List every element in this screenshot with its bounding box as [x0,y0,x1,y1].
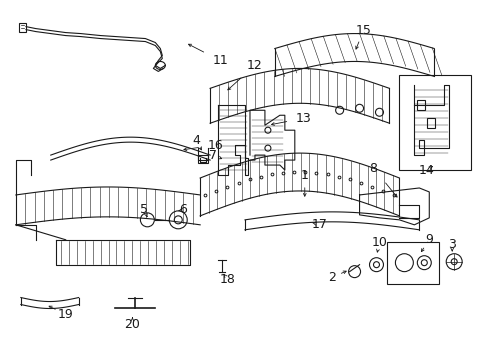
Text: 12: 12 [246,59,262,72]
Text: 10: 10 [371,236,386,249]
Bar [386,242,438,284]
Text: 15: 15 [355,24,371,37]
Text: 8: 8 [369,162,377,175]
Text: 19: 19 [58,308,73,321]
Bar [416,100,425,110]
Text: 3: 3 [447,238,455,251]
Text: 14: 14 [418,163,433,176]
Text: 20: 20 [124,318,140,331]
Bar [198,155,208,163]
Text: 6: 6 [179,203,187,216]
Text: 11: 11 [212,54,227,67]
Text: 17: 17 [311,218,327,231]
Text: 1: 1 [300,168,308,181]
Text: 13: 13 [295,112,311,125]
Text: 7: 7 [209,149,217,162]
Text: 16: 16 [207,139,223,152]
Bar [19,23,26,32]
Bar [427,118,434,128]
Text: 9: 9 [425,233,432,246]
Text: 5: 5 [140,203,148,216]
Text: 2: 2 [327,271,335,284]
Text: 18: 18 [220,273,236,286]
Text: 4: 4 [192,134,200,147]
Bar [399,75,470,170]
